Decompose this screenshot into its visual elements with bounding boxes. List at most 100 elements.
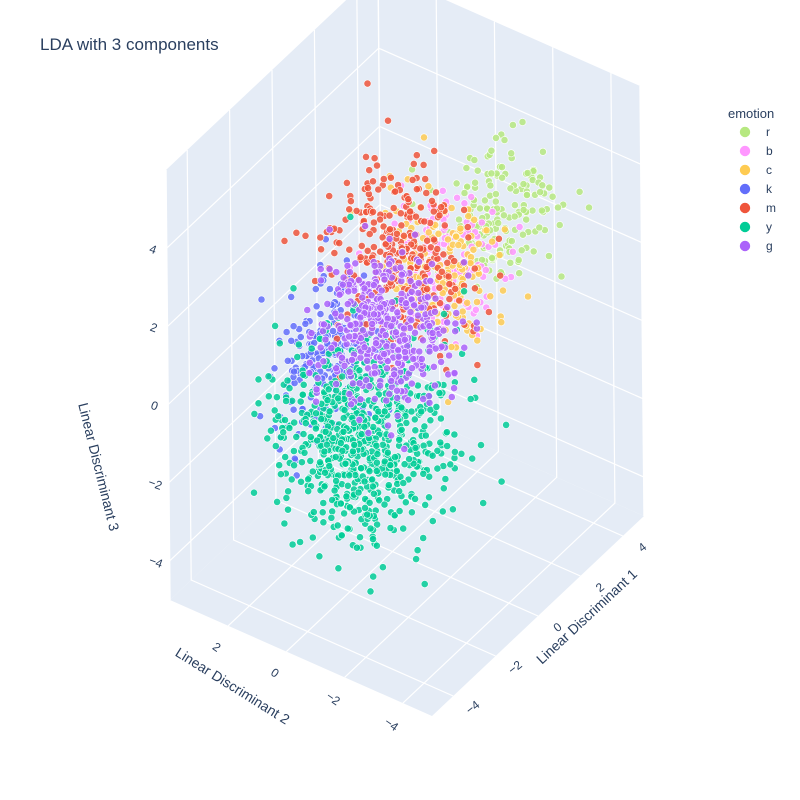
point-y — [417, 407, 426, 416]
point-y — [371, 413, 380, 422]
point-y — [290, 461, 298, 470]
z-axis-title: Linear Discriminant 3 — [75, 401, 122, 533]
point-y — [311, 424, 320, 433]
point-g — [425, 322, 434, 330]
legend-item-r[interactable]: r — [739, 125, 771, 139]
point-y — [357, 430, 366, 439]
point-g — [356, 395, 365, 404]
point-y — [372, 441, 381, 450]
point-c — [500, 225, 509, 234]
point-g — [401, 348, 409, 356]
legend-item-g[interactable]: g — [739, 239, 773, 253]
point-g — [383, 364, 391, 373]
point-g — [327, 344, 336, 352]
point-y — [327, 513, 336, 522]
point-y — [386, 524, 395, 532]
point-g — [351, 259, 360, 268]
point-y — [400, 460, 409, 469]
point-k — [287, 292, 296, 301]
point-m — [412, 151, 421, 160]
legend-item-k[interactable]: k — [739, 182, 774, 196]
legend-item-c[interactable]: c — [739, 163, 773, 177]
point-m — [408, 175, 417, 184]
point-m — [430, 235, 438, 244]
point-y — [386, 461, 395, 469]
point-m — [422, 189, 431, 197]
point-r — [522, 215, 531, 224]
point-b — [488, 207, 497, 216]
point-g — [316, 265, 325, 273]
point-m — [370, 154, 379, 163]
point-k — [325, 285, 334, 293]
point-m — [445, 295, 454, 303]
point-m — [301, 231, 310, 240]
point-g — [305, 369, 314, 377]
point-g — [450, 369, 459, 377]
legend-item-y[interactable]: y — [739, 220, 773, 234]
point-y — [395, 435, 404, 444]
point-y — [339, 427, 348, 436]
point-y — [391, 453, 399, 461]
point-m — [412, 212, 420, 221]
legend-item-b[interactable]: b — [739, 144, 774, 158]
legend-label: y — [766, 220, 772, 234]
point-m — [463, 223, 472, 231]
point-y — [479, 499, 488, 507]
point-y — [399, 479, 408, 487]
point-y — [380, 500, 389, 509]
point-m — [384, 116, 392, 125]
point-r — [471, 178, 479, 187]
point-m — [494, 234, 503, 243]
point-c — [473, 298, 481, 306]
point-c — [447, 204, 456, 212]
point-g — [385, 260, 394, 269]
point-g — [332, 380, 341, 388]
point-y — [321, 427, 330, 436]
point-g — [410, 301, 418, 310]
point-y — [308, 533, 317, 542]
point-g — [319, 327, 327, 336]
point-y — [401, 498, 410, 507]
point-y — [282, 397, 290, 405]
pane-edge — [639, 85, 645, 517]
point-y — [307, 344, 316, 353]
point-y — [313, 436, 322, 445]
point-g — [317, 276, 325, 285]
point-g — [397, 277, 406, 285]
point-r — [545, 183, 554, 192]
point-r — [507, 149, 516, 158]
point-g — [425, 398, 434, 407]
point-r — [506, 184, 515, 193]
point-y — [306, 433, 315, 441]
point-y — [355, 366, 364, 375]
point-y — [271, 442, 280, 450]
point-g — [402, 299, 410, 308]
point-y — [411, 444, 420, 452]
point-g — [385, 234, 394, 243]
point-y — [348, 447, 357, 456]
point-g — [428, 260, 436, 268]
point-m — [356, 253, 365, 262]
legend-label: c — [766, 163, 772, 177]
point-y — [409, 470, 418, 478]
point-r — [491, 197, 500, 206]
point-g — [393, 393, 402, 402]
point-y — [411, 426, 420, 435]
legend-item-m[interactable]: m — [739, 201, 777, 215]
point-y — [372, 467, 381, 475]
point-y — [450, 447, 459, 456]
point-y — [375, 496, 384, 505]
point-y — [343, 481, 352, 490]
point-y — [432, 402, 441, 411]
point-y — [448, 505, 457, 514]
point-c — [444, 235, 452, 244]
point-y — [296, 397, 305, 406]
point-r — [511, 201, 519, 209]
point-y — [323, 396, 332, 405]
point-y — [270, 406, 279, 415]
point-r — [548, 192, 557, 201]
point-g — [400, 445, 409, 453]
point-m — [342, 178, 351, 187]
